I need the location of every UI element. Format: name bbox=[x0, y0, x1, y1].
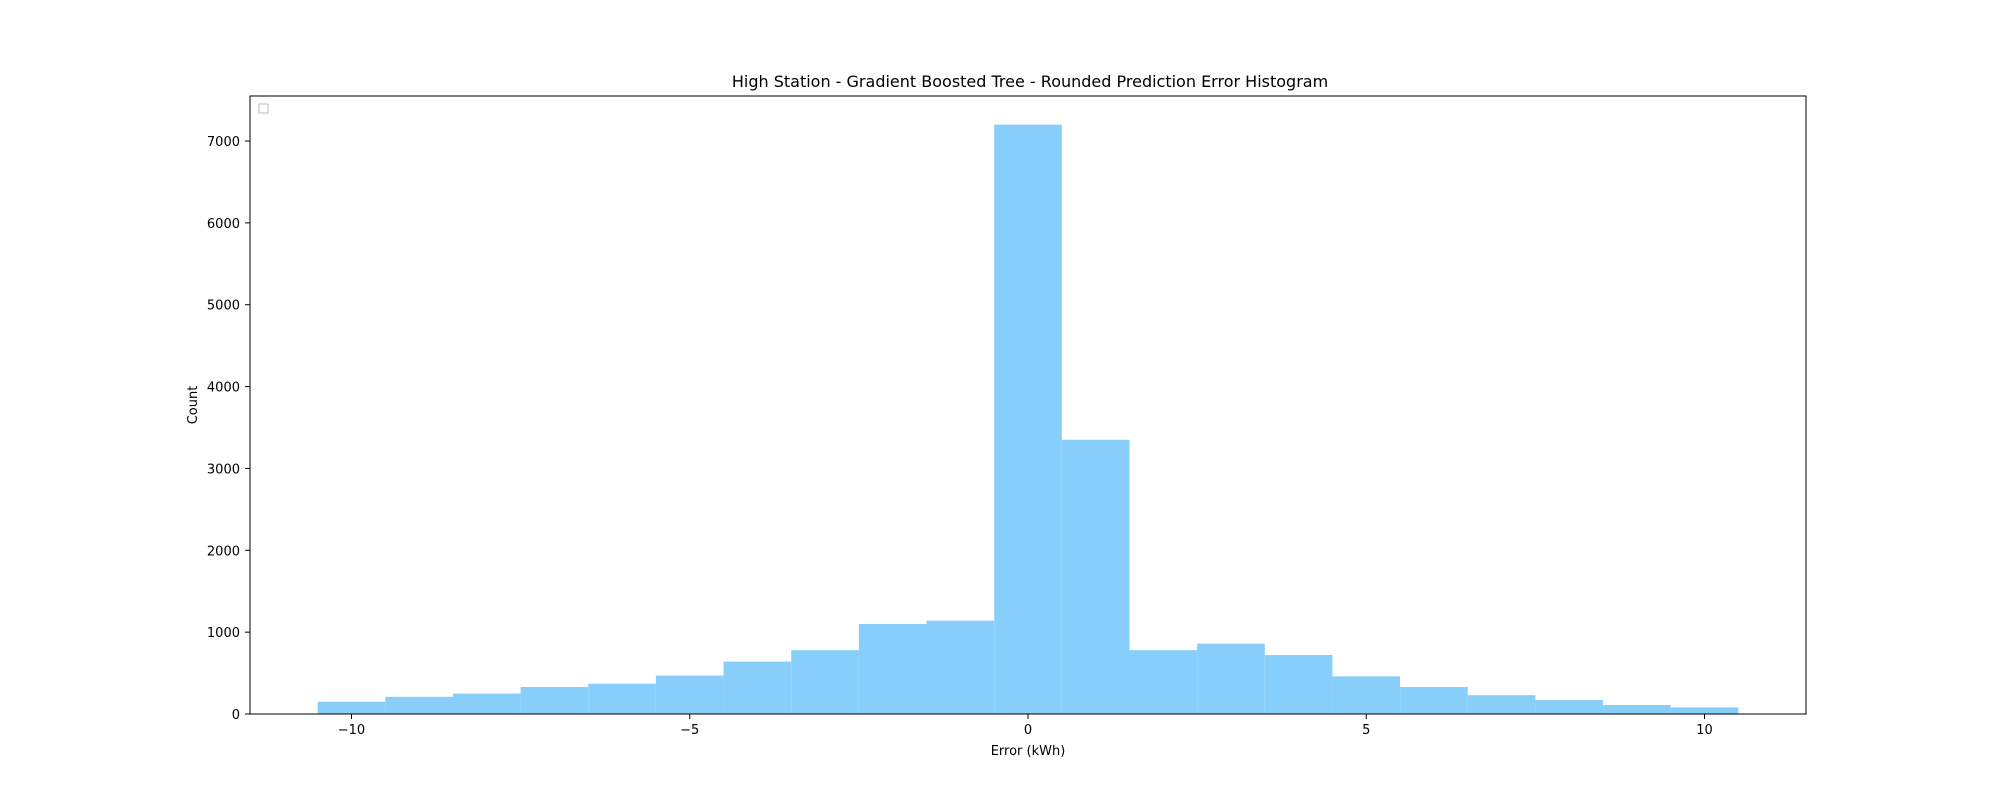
x-tick-label: −5 bbox=[680, 723, 699, 738]
histogram-bar bbox=[1332, 676, 1401, 714]
histogram-bar bbox=[994, 124, 1062, 715]
histogram-bar bbox=[655, 675, 724, 714]
histogram-bar bbox=[520, 686, 589, 714]
histogram-bar bbox=[1264, 655, 1333, 714]
legend-box bbox=[258, 103, 269, 114]
x-axis-ticks: −10 −5 0 5 10 bbox=[338, 714, 1713, 738]
histogram-bar bbox=[452, 693, 521, 714]
chart-title: High Station - Gradient Boosted Tree - R… bbox=[732, 72, 1328, 91]
y-tick-label: 6000 bbox=[207, 217, 240, 232]
y-tick-label: 4000 bbox=[207, 381, 240, 396]
histogram-bar bbox=[317, 701, 386, 714]
y-tick-label: 7000 bbox=[207, 135, 240, 150]
bars-group bbox=[317, 124, 1739, 715]
x-tick-label: −10 bbox=[338, 723, 365, 738]
plot-frame bbox=[249, 95, 1807, 715]
y-tick-label: 5000 bbox=[207, 299, 240, 314]
x-axis-label: Error (kWh) bbox=[991, 744, 1066, 759]
y-tick-label: 1000 bbox=[207, 626, 240, 641]
y-tick-label: 0 bbox=[232, 708, 240, 723]
histogram-bar bbox=[723, 661, 792, 714]
histogram-bar bbox=[588, 683, 656, 714]
histogram-bar bbox=[858, 623, 927, 714]
histogram-bar bbox=[1535, 700, 1604, 714]
histogram-bar bbox=[385, 696, 453, 714]
y-axis-ticks: 0 1000 2000 3000 4000 5000 6000 7000 bbox=[207, 135, 250, 723]
histogram-bar bbox=[1061, 439, 1130, 714]
y-tick-label: 2000 bbox=[207, 544, 240, 559]
y-axis-label: Count bbox=[186, 386, 201, 425]
x-tick-label: 10 bbox=[1696, 723, 1713, 738]
histogram-bar bbox=[1467, 695, 1536, 714]
histogram-bar bbox=[1197, 643, 1265, 714]
histogram-bar bbox=[1670, 707, 1739, 714]
histogram-bar bbox=[1129, 650, 1198, 714]
x-tick-label: 5 bbox=[1362, 723, 1370, 738]
histogram-bar bbox=[1400, 686, 1468, 714]
histogram-bar bbox=[1603, 704, 1671, 714]
histogram-bar bbox=[791, 650, 859, 714]
histogram-bar bbox=[926, 620, 995, 714]
x-tick-label: 0 bbox=[1024, 723, 1032, 738]
y-tick-label: 3000 bbox=[207, 462, 240, 477]
